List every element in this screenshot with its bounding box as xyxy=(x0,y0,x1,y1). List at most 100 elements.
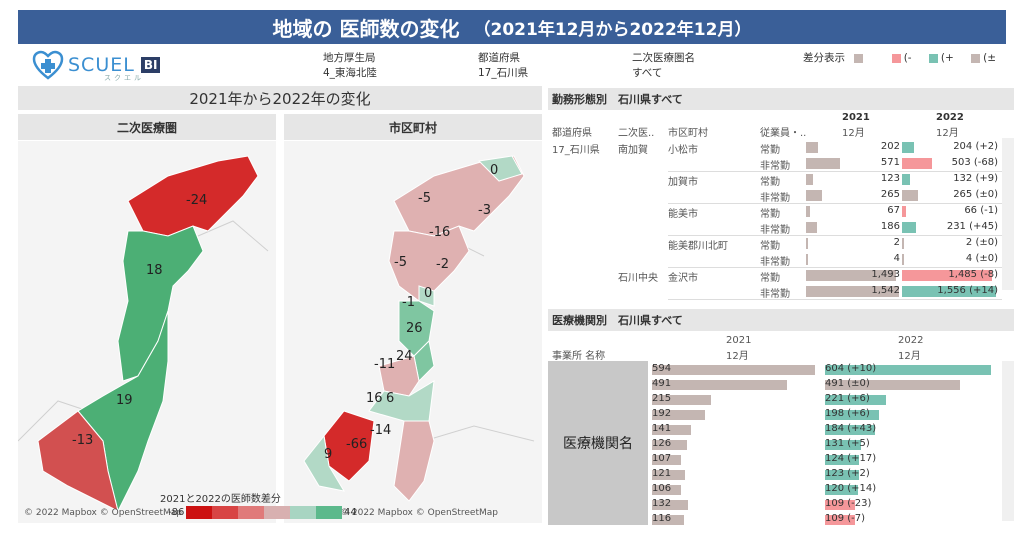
bar-2021 xyxy=(652,440,687,450)
scale-title: 2021と2022の医師数差分 xyxy=(160,494,281,505)
value-2022: 132 (+9) xyxy=(953,173,998,184)
bar-2022 xyxy=(825,440,861,450)
value-2021: 4 xyxy=(893,253,900,264)
value-2022: 231 (+45) xyxy=(946,221,998,232)
bar-2021 xyxy=(652,425,691,435)
value-2022: 1,556 (+14) xyxy=(937,285,998,296)
map-secondary-area[interactable]: -24 18 19 -13 © 2022 Mapbox © OpenStreet… xyxy=(18,141,276,523)
area-nakanoto[interactable] xyxy=(418,285,435,307)
value-2021: 132 xyxy=(652,498,672,509)
value-2022: 604 (+10) xyxy=(825,363,877,374)
filter-value: すべて xyxy=(632,67,663,79)
diff-legend: 差分表示 (- (+ (± xyxy=(803,51,996,66)
scale-swatch xyxy=(264,506,290,519)
value-2022: 66 (-1) xyxy=(964,205,998,216)
legend-minus: (- xyxy=(903,52,912,64)
bar-2022 xyxy=(902,206,906,217)
logo-bi-badge: BI xyxy=(140,57,161,73)
city-cell: 能美郡川北町 xyxy=(668,241,728,252)
value-2021: 571 xyxy=(880,157,900,168)
bar-2021 xyxy=(806,270,897,281)
employment-type-cell: 常勤 xyxy=(760,209,780,220)
value-2022: 204 (+2) xyxy=(953,141,998,152)
bar-2022 xyxy=(902,222,916,233)
inst-table[interactable]: 事業所 名称 2021 12月 2022 12月 医療機関名 594 604 (+… xyxy=(548,333,1014,525)
employment-type-cell: 非常勤 xyxy=(760,161,790,172)
map2-svg xyxy=(303,155,535,502)
filter-region-bureau[interactable]: 地方厚生局 4_東海北陸 xyxy=(323,51,377,81)
map2-label: -16 xyxy=(429,225,451,240)
bar-2022 xyxy=(825,485,858,495)
scale-swatch xyxy=(316,506,342,519)
map2-label: 6 xyxy=(386,391,395,406)
bar-2022 xyxy=(825,470,859,480)
area-nanao[interactable] xyxy=(388,225,470,302)
map1-header: 二次医療圏 xyxy=(18,114,276,140)
bar-2021 xyxy=(652,470,686,480)
bar-2021 xyxy=(652,515,684,525)
value-2022: 491 (±0) xyxy=(825,378,870,389)
map2-label: -66 xyxy=(346,437,368,452)
value-2021: 107 xyxy=(652,453,672,464)
map1-label: -24 xyxy=(186,193,208,208)
bar-2022 xyxy=(825,425,876,435)
map-municipality[interactable]: 0 -5 -3 -16 -5 -2 0 -1 26 -11 24 16 6 -1… xyxy=(284,141,542,523)
map2-label: -1 xyxy=(402,295,415,310)
scuel-logo: SCUEL BI スクエル xyxy=(32,47,182,83)
work-table-scrollbar[interactable] xyxy=(1002,138,1014,290)
bar-2022 xyxy=(902,174,910,185)
area-uchinada[interactable] xyxy=(378,355,420,397)
value-2021: 126 xyxy=(652,438,672,449)
scale-swatch xyxy=(212,506,238,519)
value-2021: 1,493 xyxy=(871,269,900,280)
scale-min: -86 xyxy=(168,507,185,518)
bar-2022 xyxy=(825,455,859,465)
value-2022: 124 (+17) xyxy=(825,453,877,464)
filter-label: 二次医療圏名 xyxy=(632,52,695,64)
map1-svg xyxy=(18,155,269,513)
bar-2022 xyxy=(902,142,915,153)
legend-plus: (+ xyxy=(940,52,954,64)
month-2021: 12月 xyxy=(726,351,749,362)
scale-max: 44 xyxy=(344,507,357,518)
bar-2022 xyxy=(902,254,904,265)
value-2022: 198 (+6) xyxy=(825,408,870,419)
row-divider xyxy=(668,267,1002,268)
year-2021: 2021 xyxy=(726,335,752,346)
map2-label: 16 xyxy=(366,391,383,406)
legend-swatch-plus xyxy=(928,53,938,63)
scale-swatch xyxy=(238,506,264,519)
bar-2021 xyxy=(806,206,811,217)
region-minami-kaga[interactable] xyxy=(37,410,119,512)
filter-prefecture[interactable]: 都道府県 17_石川県 xyxy=(478,51,528,81)
bar-2021 xyxy=(806,238,808,249)
map2-label: 26 xyxy=(406,321,423,336)
value-2021: 1,542 xyxy=(871,285,900,296)
value-2022: 1,485 (-8) xyxy=(948,269,998,280)
area-suzu[interactable] xyxy=(477,155,523,182)
value-2022: 4 (±0) xyxy=(965,253,998,264)
filter-label: 都道府県 xyxy=(478,52,520,64)
map2-label: -3 xyxy=(478,203,491,218)
area-kaga[interactable] xyxy=(303,434,346,492)
employment-type-cell: 非常勤 xyxy=(760,289,790,300)
bar-2021 xyxy=(806,222,818,233)
legend-swatch-zero xyxy=(971,53,981,63)
inst-table-scrollbar[interactable] xyxy=(1002,361,1014,521)
value-2022: 131 (+5) xyxy=(825,438,870,449)
value-2021: 67 xyxy=(887,205,900,216)
area-hakusan[interactable] xyxy=(393,420,435,502)
work-table[interactable]: 都道府県 二次医.. 市区町村 従業員・.. 2021 12月 2022 12月… xyxy=(548,112,1014,302)
filter-secondary-area[interactable]: 二次医療圏名 すべて xyxy=(632,51,695,81)
map2-label: -5 xyxy=(418,191,431,206)
value-2022: 265 (±0) xyxy=(953,189,998,200)
change-panel-title: 2021年から2022年の変化 xyxy=(18,86,542,110)
bar-2021 xyxy=(806,286,900,297)
dashboard-subtitle: （2021年12月から2022年12月） xyxy=(473,19,752,40)
map2-label: 9 xyxy=(324,447,333,462)
dashboard-title-bar: 地域の 医師数の変化 （2021年12月から2022年12月） xyxy=(18,10,1006,44)
value-2022: 120 (+14) xyxy=(825,483,877,494)
employment-type-cell: 非常勤 xyxy=(760,193,790,204)
employment-type-cell: 非常勤 xyxy=(760,225,790,236)
month-2022: 12月 xyxy=(936,128,959,139)
